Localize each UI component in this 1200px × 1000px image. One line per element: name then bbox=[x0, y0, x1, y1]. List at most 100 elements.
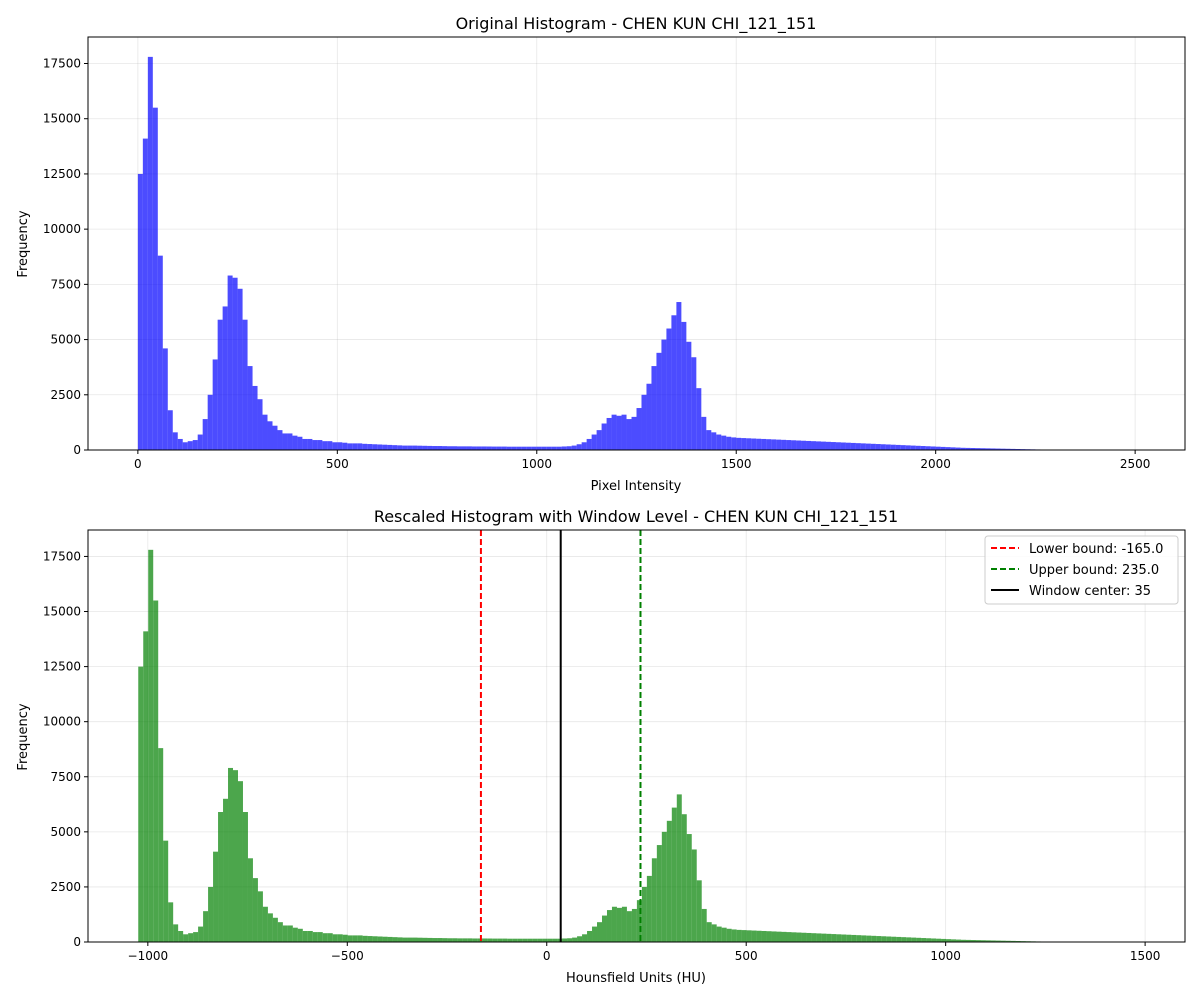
histogram-bar bbox=[163, 840, 169, 942]
histogram-bar bbox=[257, 891, 263, 942]
histogram-bar bbox=[676, 794, 682, 942]
histogram-bar bbox=[716, 926, 722, 942]
histogram-bar bbox=[965, 939, 971, 942]
histogram-bar bbox=[671, 315, 677, 450]
histogram-bar bbox=[736, 929, 742, 942]
histogram-bar bbox=[332, 934, 338, 942]
histogram-bar bbox=[143, 631, 149, 942]
histogram-bar bbox=[926, 938, 932, 942]
y-tick-label: 5000 bbox=[50, 825, 81, 839]
histogram-bar bbox=[870, 443, 876, 450]
histogram-bar bbox=[636, 900, 642, 942]
histogram-bar bbox=[941, 938, 947, 942]
histogram-bar bbox=[148, 549, 154, 942]
histogram-bar bbox=[686, 834, 692, 942]
histogram-bar bbox=[158, 748, 164, 942]
histogram-bar bbox=[432, 938, 438, 942]
histogram-bar bbox=[497, 938, 503, 942]
histogram-bar bbox=[736, 437, 742, 450]
histogram-bar bbox=[921, 938, 927, 942]
histogram-bar bbox=[592, 926, 598, 942]
histogram-bar bbox=[282, 433, 288, 450]
rescaled-histogram-plot-frame bbox=[87, 529, 1186, 943]
histogram-bar bbox=[900, 445, 906, 450]
histogram-bar bbox=[217, 319, 223, 450]
histogram-bar bbox=[855, 443, 861, 450]
histogram-bar bbox=[187, 441, 193, 450]
histogram-bar bbox=[811, 933, 817, 942]
rescaled-histogram-title: Rescaled Histogram with Window Level - C… bbox=[374, 507, 898, 527]
histogram-bar bbox=[367, 444, 373, 450]
histogram-bar bbox=[397, 937, 403, 942]
histogram-bar bbox=[486, 446, 492, 450]
histogram-bar bbox=[577, 936, 583, 942]
histogram-bar bbox=[1000, 448, 1006, 450]
histogram-bar bbox=[183, 934, 189, 942]
histogram-bar bbox=[806, 932, 812, 942]
original-histogram-plot-frame bbox=[87, 36, 1186, 451]
histogram-bar bbox=[890, 444, 896, 450]
x-tick-label: 500 bbox=[735, 949, 758, 963]
histogram-bar bbox=[327, 933, 333, 942]
histogram-bar bbox=[352, 935, 358, 942]
x-tick-label: 1500 bbox=[721, 457, 752, 471]
histogram-bar bbox=[542, 938, 548, 942]
histogram-bar bbox=[262, 906, 268, 942]
histogram-bar bbox=[980, 940, 986, 942]
histogram-bar bbox=[332, 442, 338, 450]
histogram-bar bbox=[866, 935, 872, 942]
histogram-bar bbox=[152, 107, 158, 450]
histogram-bar bbox=[796, 440, 802, 450]
histogram-bar bbox=[841, 934, 847, 942]
histogram-bar bbox=[582, 934, 588, 942]
histogram-bar bbox=[965, 447, 971, 450]
histogram-bar bbox=[422, 445, 428, 450]
histogram-bar bbox=[407, 937, 413, 942]
histogram-bar bbox=[616, 415, 622, 450]
histogram-bar bbox=[661, 831, 667, 942]
histogram-bar bbox=[671, 807, 677, 942]
rescaled-histogram-y-axis-label: Frequency bbox=[16, 703, 31, 770]
histogram-bar bbox=[696, 880, 702, 942]
histogram-bar bbox=[297, 436, 303, 450]
histogram-bar bbox=[362, 935, 368, 942]
histogram-bar bbox=[233, 770, 238, 942]
histogram-bar bbox=[726, 928, 732, 942]
histogram-bar bbox=[213, 851, 219, 942]
histogram-bar bbox=[646, 383, 652, 450]
histogram-bar bbox=[382, 936, 388, 942]
histogram-bar bbox=[845, 442, 851, 450]
histogram-bar bbox=[835, 442, 841, 450]
histogram-bar bbox=[851, 934, 857, 942]
y-tick-label: 0 bbox=[73, 935, 81, 949]
histogram-bar bbox=[402, 937, 408, 942]
histogram-bar bbox=[920, 446, 926, 450]
histogram-bar bbox=[616, 907, 622, 942]
histogram-bar bbox=[566, 446, 572, 450]
histogram-bar bbox=[696, 388, 702, 450]
histogram-bar bbox=[452, 938, 458, 942]
histogram-bar bbox=[731, 929, 737, 942]
histogram-bar bbox=[990, 940, 996, 942]
y-tick-label: 15000 bbox=[43, 112, 81, 126]
histogram-bar bbox=[791, 932, 797, 942]
histogram-bar bbox=[821, 933, 827, 942]
x-tick-label: −1000 bbox=[128, 949, 169, 963]
histogram-bar bbox=[342, 934, 348, 942]
histogram-bar bbox=[691, 357, 697, 450]
histogram-bar bbox=[257, 399, 263, 450]
histogram-bar bbox=[337, 934, 343, 942]
histogram-bar bbox=[272, 425, 278, 450]
legend-label: Lower bound: -165.0 bbox=[1029, 542, 1163, 557]
histogram-bar bbox=[751, 438, 757, 450]
histogram-bar bbox=[267, 421, 273, 450]
original-histogram-title: Original Histogram - CHEN KUN CHI_121_15… bbox=[456, 14, 817, 34]
histogram-bar bbox=[970, 448, 976, 450]
histogram-bar bbox=[337, 442, 343, 450]
histogram-bar bbox=[541, 446, 547, 450]
x-tick-label: 2500 bbox=[1120, 457, 1151, 471]
histogram-bar bbox=[536, 446, 542, 450]
histogram-bar bbox=[901, 937, 907, 942]
legend-label: Upper bound: 235.0 bbox=[1029, 563, 1159, 578]
